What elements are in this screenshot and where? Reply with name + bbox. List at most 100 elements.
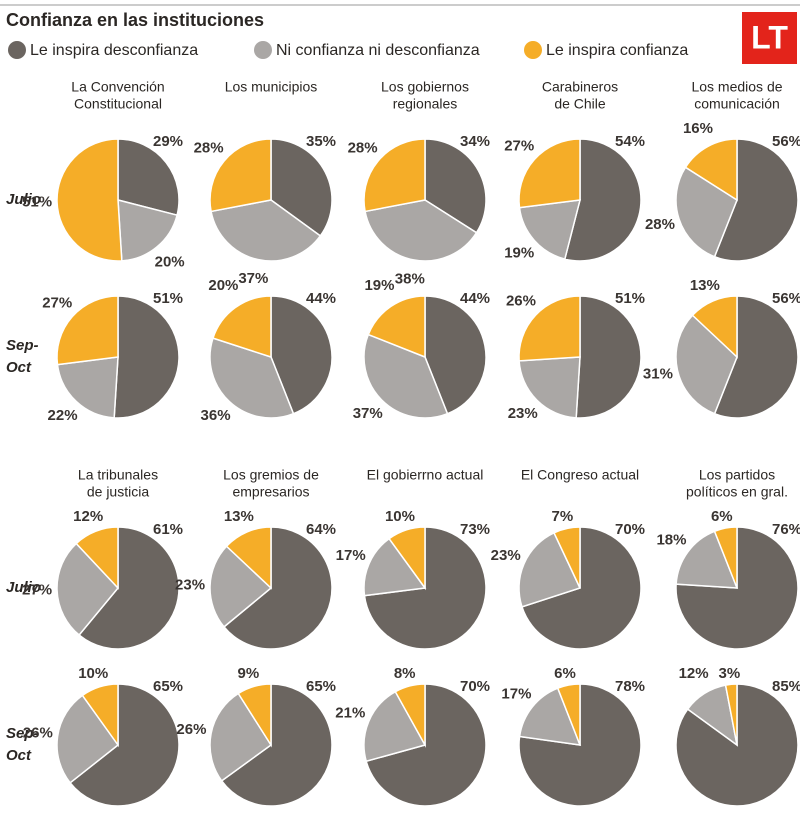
pie-slice bbox=[113, 295, 180, 419]
pie-slice bbox=[713, 138, 799, 262]
value-label: 64% bbox=[306, 521, 336, 538]
period-label: Oct bbox=[6, 359, 32, 376]
pie-slice bbox=[363, 138, 426, 213]
value-label: 44% bbox=[306, 290, 336, 307]
value-label: 78% bbox=[615, 678, 645, 695]
pie-slice bbox=[225, 526, 272, 590]
value-label: 26% bbox=[23, 725, 53, 742]
value-label: 28% bbox=[348, 139, 378, 156]
pie-slice bbox=[713, 295, 799, 419]
pie-title: Constitucional bbox=[74, 96, 162, 112]
pie-slice bbox=[424, 295, 487, 415]
value-label: 12% bbox=[679, 665, 709, 682]
pie-slice bbox=[209, 545, 273, 628]
legend-swatch bbox=[8, 41, 26, 59]
value-label: 20% bbox=[155, 253, 185, 270]
value-label: 6% bbox=[711, 508, 733, 525]
legend-label: Le inspira desconfianza bbox=[30, 42, 198, 59]
legend-label: Ni confianza ni desconfianza bbox=[276, 42, 480, 59]
pie-title: Los municipios bbox=[225, 79, 318, 95]
value-label: 3% bbox=[719, 665, 741, 682]
pie-title: de justicia bbox=[87, 484, 149, 500]
pie-title: La tribunales bbox=[78, 467, 158, 483]
value-label: 9% bbox=[238, 665, 260, 682]
pie-slice bbox=[75, 526, 119, 590]
pie-slice bbox=[518, 531, 582, 608]
pie-slice bbox=[675, 166, 738, 258]
pie-title: Los partidos bbox=[699, 467, 775, 483]
value-label: 27% bbox=[22, 582, 52, 599]
pie-slice bbox=[563, 138, 642, 262]
value-label: 56% bbox=[772, 133, 800, 150]
value-label: 51% bbox=[615, 290, 645, 307]
legend-label: Le inspira confianza bbox=[546, 42, 688, 59]
logo-box bbox=[742, 12, 797, 64]
value-label: 65% bbox=[153, 678, 183, 695]
pie-slice bbox=[56, 138, 123, 262]
pie-slice bbox=[684, 138, 738, 202]
period-label: Sep- bbox=[6, 337, 39, 354]
value-label: 44% bbox=[460, 290, 490, 307]
value-label: 37% bbox=[353, 405, 383, 422]
pie-title: Los gobiernos bbox=[381, 79, 469, 95]
pie-title: Los gremios de bbox=[223, 467, 319, 483]
value-label: 21% bbox=[335, 705, 365, 722]
value-label: 13% bbox=[690, 277, 720, 294]
pie-title: regionales bbox=[393, 96, 458, 112]
value-label: 31% bbox=[643, 366, 673, 383]
pie-slice bbox=[365, 683, 487, 807]
value-label: 37% bbox=[238, 270, 268, 287]
period-label: Sep- bbox=[6, 725, 39, 742]
pie-slice bbox=[209, 692, 273, 782]
value-label: 10% bbox=[78, 665, 108, 682]
pie-slice bbox=[117, 199, 178, 262]
pie-slice bbox=[518, 687, 582, 746]
value-label: 17% bbox=[336, 547, 366, 564]
pie-title: empresarios bbox=[232, 484, 309, 500]
pie-slice bbox=[521, 526, 642, 650]
value-label: 51% bbox=[22, 194, 52, 211]
pie-slice bbox=[675, 314, 738, 415]
pie-slice bbox=[78, 526, 180, 650]
pie-slice bbox=[56, 295, 119, 366]
value-label: 13% bbox=[224, 508, 254, 525]
value-label: 27% bbox=[42, 294, 72, 311]
value-label: 38% bbox=[395, 271, 425, 288]
value-label: 7% bbox=[551, 508, 573, 525]
value-label: 36% bbox=[201, 407, 231, 424]
pie-slice bbox=[556, 683, 581, 746]
value-label: 73% bbox=[460, 521, 490, 538]
pie-slice bbox=[575, 295, 642, 419]
pie-slice bbox=[691, 295, 738, 359]
pie-slice bbox=[713, 526, 738, 589]
value-label: 70% bbox=[460, 678, 490, 695]
value-label: 51% bbox=[153, 290, 183, 307]
pie-title: La Convención bbox=[71, 79, 164, 95]
value-label: 26% bbox=[176, 721, 206, 738]
value-label: 26% bbox=[506, 293, 536, 310]
pie-title: Carabineros bbox=[542, 79, 618, 95]
value-label: 61% bbox=[153, 521, 183, 538]
pie-slice bbox=[363, 537, 427, 597]
value-label: 19% bbox=[504, 245, 534, 262]
pie-slice bbox=[56, 542, 119, 637]
pie-slice bbox=[81, 683, 119, 748]
value-label: 23% bbox=[175, 576, 205, 593]
value-label: 8% bbox=[394, 665, 416, 682]
value-label: 23% bbox=[491, 547, 521, 564]
value-label: 6% bbox=[554, 665, 576, 682]
value-label: 12% bbox=[73, 508, 103, 525]
value-label: 76% bbox=[772, 521, 800, 538]
value-label: 22% bbox=[48, 407, 78, 424]
pie-title: comunicación bbox=[694, 96, 780, 112]
period-label: Oct bbox=[6, 747, 32, 764]
period-label: Julio bbox=[6, 191, 41, 208]
pie-slice bbox=[56, 694, 120, 784]
value-label: 34% bbox=[460, 133, 490, 150]
pie-slice bbox=[222, 526, 333, 650]
value-label: 19% bbox=[364, 277, 394, 294]
logo: LT bbox=[751, 19, 788, 55]
value-label: 70% bbox=[615, 521, 645, 538]
pie-slice bbox=[388, 526, 426, 591]
